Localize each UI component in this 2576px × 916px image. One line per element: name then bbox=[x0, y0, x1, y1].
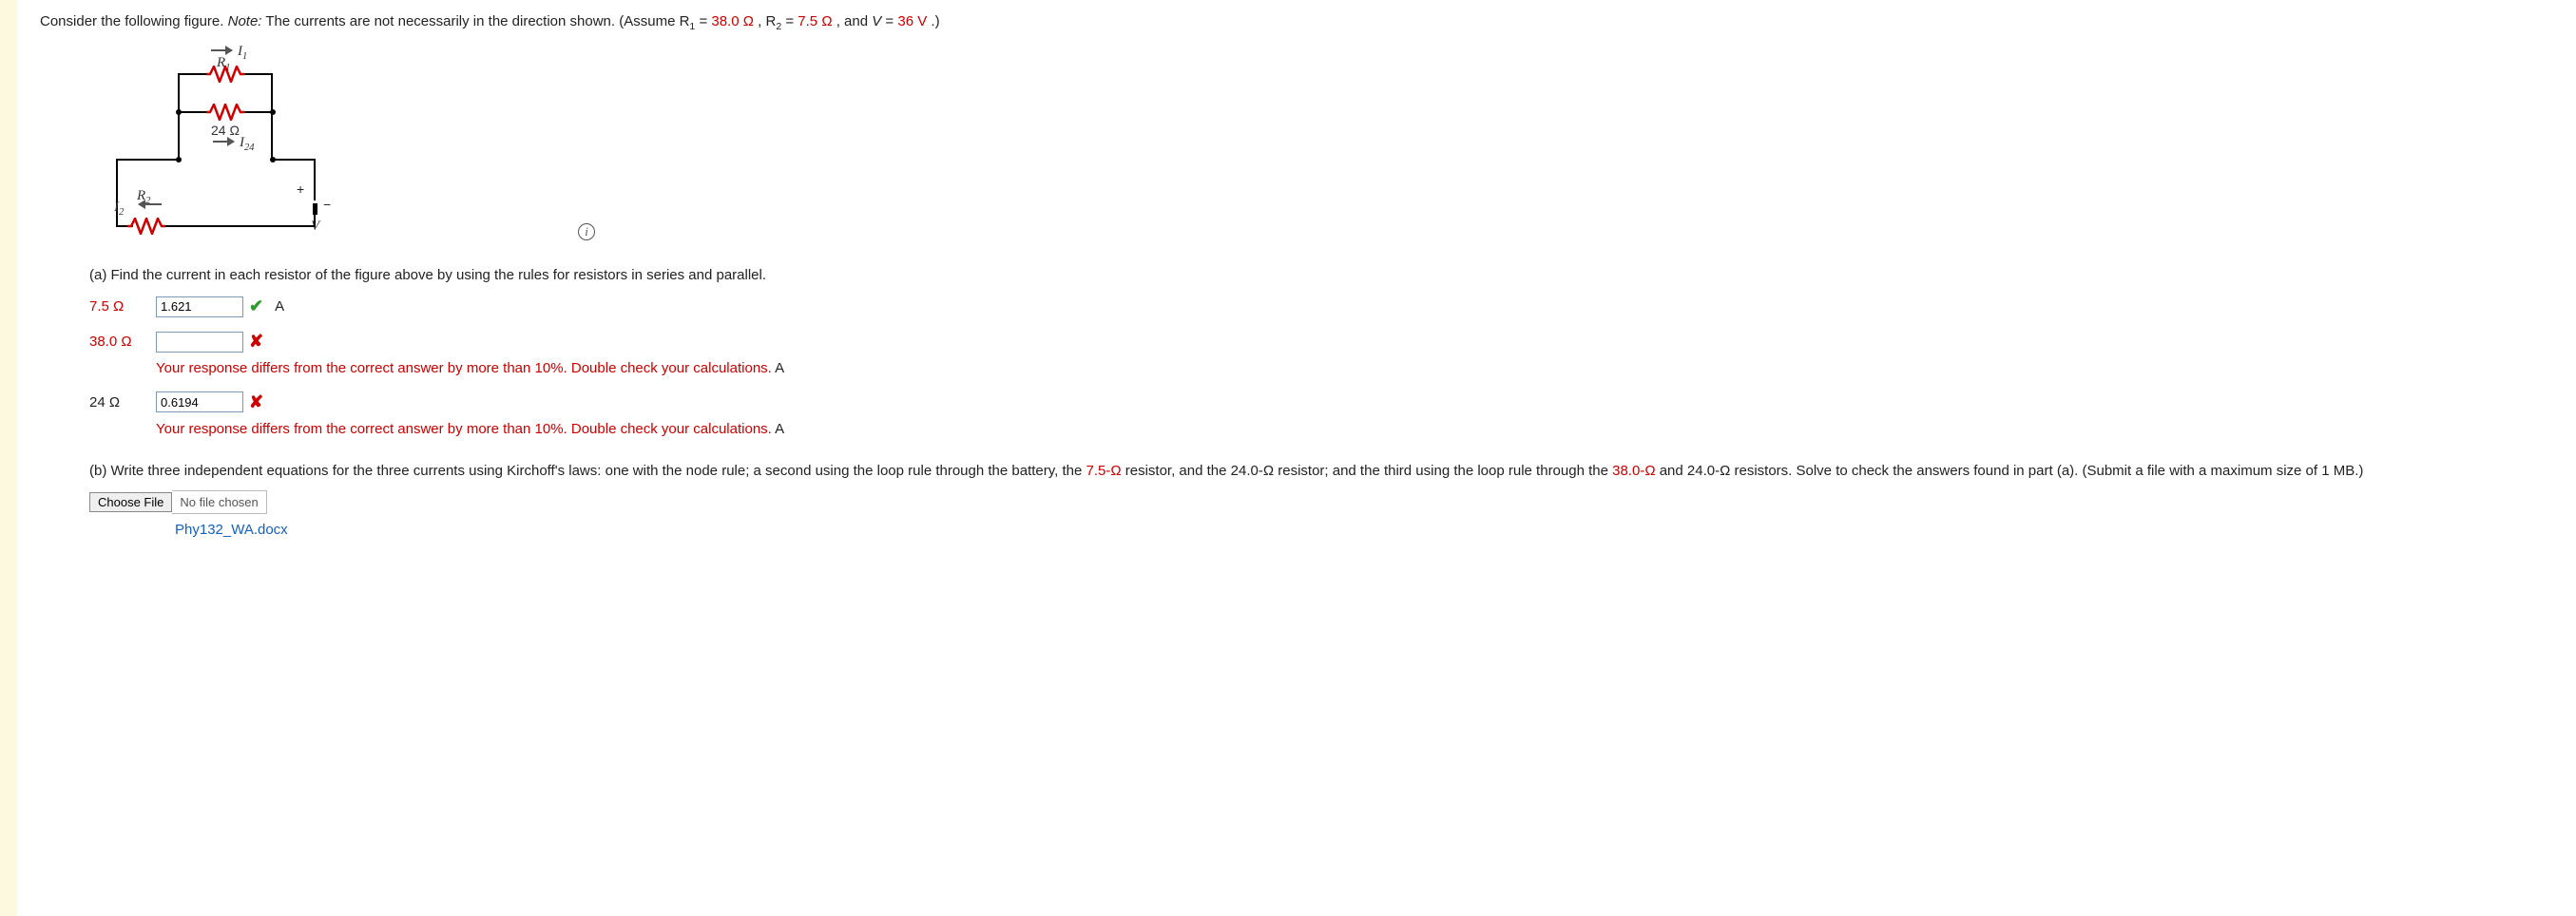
v-unit: V bbox=[917, 13, 927, 29]
intro-close: .) bbox=[931, 13, 939, 29]
part-a: (a) Find the current in each resistor of… bbox=[89, 265, 2553, 441]
unit-7p5: A bbox=[275, 296, 284, 318]
part-b-text: (b) Write three independent equations fo… bbox=[89, 461, 2553, 483]
battery-minus: − bbox=[323, 195, 331, 215]
arrow-i2 bbox=[139, 203, 162, 205]
feedback-text-38: Your response differs from the correct a… bbox=[156, 360, 772, 376]
v-value: 36 bbox=[897, 13, 917, 29]
pb-o4: Ω bbox=[1720, 463, 1730, 479]
eq2: = bbox=[785, 13, 798, 29]
eq1: = bbox=[699, 13, 711, 29]
circuit-figure: I1 R1 24 Ω I24 + − V bbox=[106, 45, 325, 244]
choose-file-button[interactable]: Choose File bbox=[89, 492, 172, 512]
cross-icon-2: ✘ bbox=[249, 390, 263, 415]
battery-plus: + bbox=[297, 180, 304, 200]
answer-input-7p5[interactable] bbox=[156, 296, 243, 317]
problem-intro: Consider the following figure. Note: The… bbox=[40, 11, 2553, 35]
feedback-24: Your response differs from the correct a… bbox=[156, 419, 784, 441]
answer-row-38: 38.0 Ω ✘ Your response differs from the … bbox=[89, 329, 2553, 380]
feedback-text-24: Your response differs from the correct a… bbox=[156, 421, 772, 437]
r1-base: R bbox=[680, 13, 690, 29]
arrow-i1 bbox=[211, 49, 232, 51]
answer-row-7p5: 7.5 Ω ✔ A bbox=[89, 294, 2553, 319]
answer-label-7p5: 7.5 Ω bbox=[89, 294, 148, 318]
feedback-38: Your response differs from the correct a… bbox=[156, 358, 784, 380]
battery-short-plate bbox=[313, 203, 317, 215]
pb-38o: Ω bbox=[1644, 463, 1655, 479]
r1-ohm: Ω bbox=[743, 13, 754, 29]
r2-ohm: Ω bbox=[821, 13, 832, 29]
cross-icon: ✘ bbox=[249, 329, 263, 354]
answer-input-38[interactable] bbox=[156, 332, 243, 353]
pb-38: 38.0- bbox=[1612, 463, 1644, 479]
r2-sub: 2 bbox=[776, 21, 781, 32]
label-r1: R1 bbox=[217, 52, 230, 76]
uploaded-file-name[interactable]: Phy132_WA.docx bbox=[175, 520, 2553, 542]
r2-symbol: R2 bbox=[765, 13, 781, 29]
v-symbol: V bbox=[872, 13, 881, 29]
resistor-24 bbox=[206, 104, 244, 121]
battery-long-plate bbox=[314, 180, 316, 200]
pb-t1: (b) Write three independent equations fo… bbox=[89, 463, 1086, 479]
pb-75: 7.5- bbox=[1086, 463, 1111, 479]
pb-t4: and 24.0- bbox=[1656, 463, 1721, 479]
part-b: (b) Write three independent equations fo… bbox=[89, 461, 2553, 542]
r2-value: 7.5 bbox=[798, 13, 821, 29]
answer-label-24: 24 Ω bbox=[89, 390, 148, 414]
intro-note-label: Note: bbox=[228, 13, 262, 29]
label-24ohm: 24 Ω bbox=[211, 121, 240, 141]
resistor-r2-icon bbox=[127, 218, 165, 235]
r2-base: R bbox=[765, 13, 776, 29]
check-icon: ✔ bbox=[249, 294, 263, 319]
r1-symbol: R1 bbox=[680, 13, 696, 29]
pb-t5: resistors. Solve to check the answers fo… bbox=[1730, 463, 2363, 479]
unit-24: A bbox=[775, 421, 784, 437]
arrow-i24 bbox=[213, 141, 234, 143]
label-i1: I1 bbox=[238, 41, 247, 65]
answer-row-24: 24 Ω ✘ Your response differs from the co… bbox=[89, 390, 2553, 441]
part-a-prompt: (a) Find the current in each resistor of… bbox=[89, 265, 2553, 287]
pb-o2: Ω bbox=[1263, 463, 1274, 479]
label-i2: I2 bbox=[114, 197, 124, 220]
unit-38: A bbox=[775, 360, 784, 376]
pb-t3: resistor; and the third using the loop r… bbox=[1274, 463, 1612, 479]
file-status: No file chosen bbox=[172, 490, 266, 515]
intro-prefix: Consider the following figure. bbox=[40, 13, 228, 29]
intro-note-text: The currents are not necessarily in the … bbox=[265, 13, 679, 29]
pb-t2: resistor, and the 24.0- bbox=[1122, 463, 1263, 479]
answer-label-38: 38.0 Ω bbox=[89, 329, 148, 353]
r1-value: 38.0 bbox=[711, 13, 742, 29]
info-icon[interactable]: i bbox=[578, 223, 595, 240]
pb-75o: Ω bbox=[1110, 463, 1121, 479]
r1-sub: 1 bbox=[689, 21, 695, 32]
and-text: , and bbox=[836, 13, 873, 29]
label-i24: I24 bbox=[240, 132, 255, 156]
eq3: = bbox=[885, 13, 897, 29]
answer-input-24[interactable] bbox=[156, 391, 243, 412]
